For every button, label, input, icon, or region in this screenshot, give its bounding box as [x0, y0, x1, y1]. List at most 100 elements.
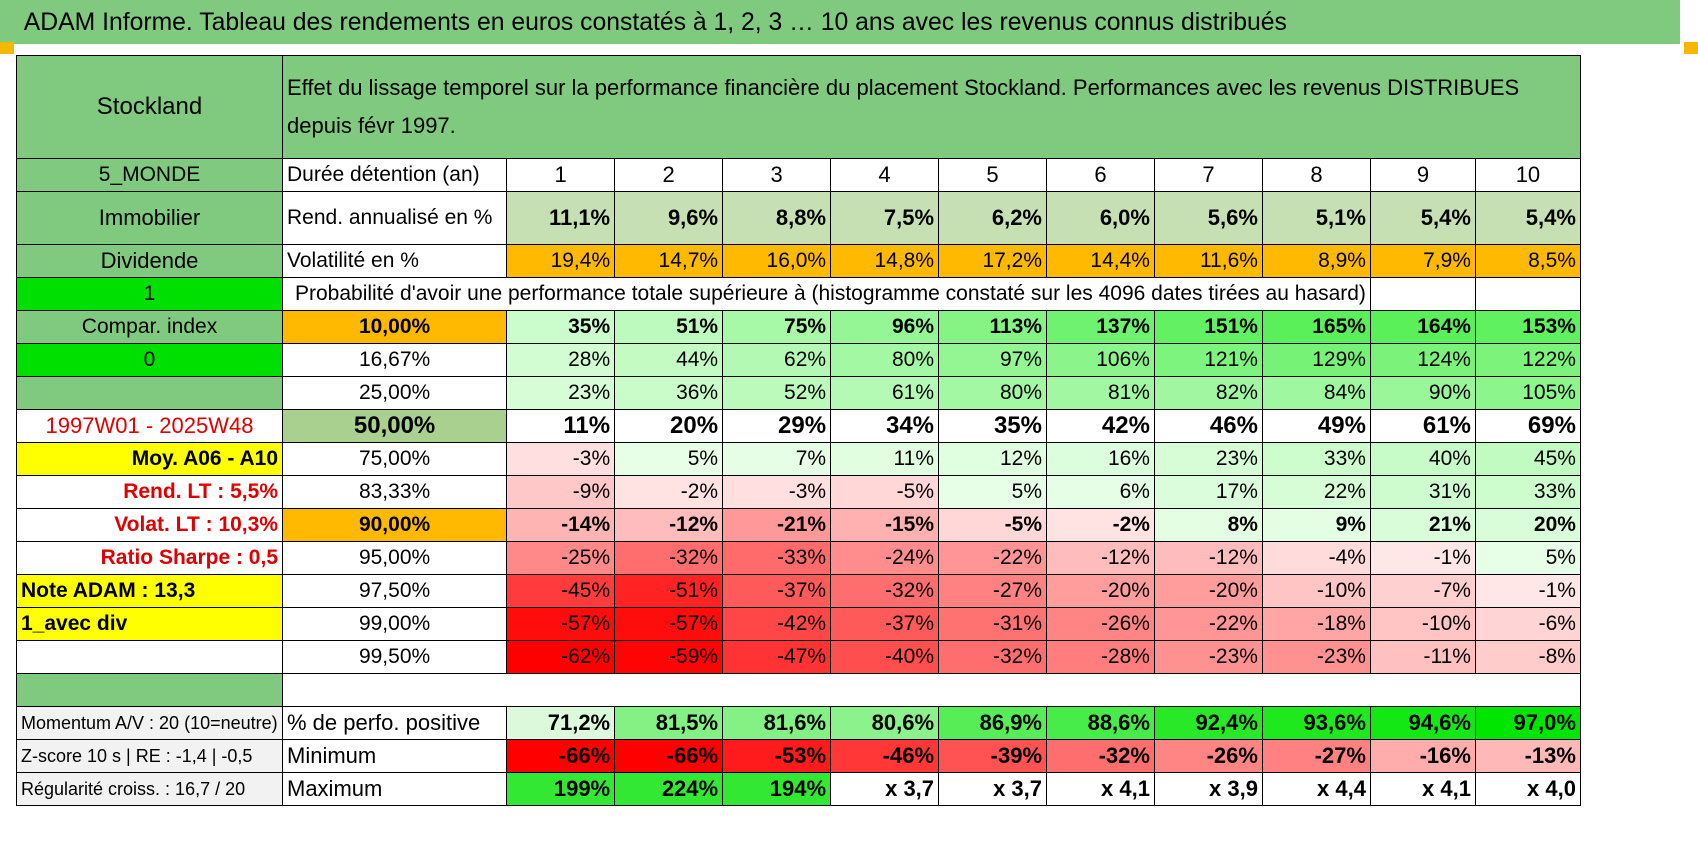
duration-cell: 3 — [722, 158, 832, 192]
stat-side-label: Régularité croiss. : 16,7 / 20 — [16, 772, 283, 806]
rend-cell: 6,2% — [938, 191, 1047, 245]
stat-cell: x 3,9 — [1153, 772, 1263, 806]
quantile-cell: 40% — [1369, 442, 1476, 476]
vol-cell: 14,8% — [830, 244, 940, 278]
stat-cell: -66% — [506, 739, 616, 773]
sharpe-label: Ratio Sharpe : 0,5 — [16, 541, 283, 575]
quantile-cell: -18% — [1261, 607, 1371, 641]
rend-cell: 8,8% — [722, 191, 832, 245]
quantile-cell: 80% — [830, 343, 940, 377]
quantile-cell: 31% — [1369, 475, 1476, 509]
stat-cell: 88,6% — [1046, 706, 1155, 740]
quantile-cell: -12% — [1153, 541, 1263, 575]
quantile-cell: -57% — [506, 607, 616, 641]
quantile-cell: -47% — [722, 640, 832, 674]
quantile-cell: 42% — [1046, 409, 1155, 443]
stat-cell: -26% — [1153, 739, 1263, 773]
stat-cell: x 3,7 — [830, 772, 940, 806]
quantile-cell: -32% — [830, 574, 940, 608]
vol-row: Dividende Volatilité en % 19,4% 14,7% 16,0… — [16, 244, 1581, 278]
stat-cell: -32% — [1046, 739, 1155, 773]
stat-cell: -27% — [1261, 739, 1371, 773]
quantile-cell: -20% — [1046, 574, 1155, 608]
quantile-cell: -1% — [1474, 574, 1581, 608]
quantile-cell: -22% — [1153, 607, 1263, 641]
rend-cell: 11,1% — [506, 191, 616, 245]
quantile-label: 10,00% — [281, 310, 508, 344]
compar-index-label: Compar. index — [16, 310, 283, 344]
quantile-label: 75,00% — [281, 442, 508, 476]
quantile-cell: 122% — [1474, 343, 1581, 377]
durations-label: Durée détention (an) — [281, 158, 508, 192]
quantile-cell: -45% — [506, 574, 616, 608]
corner-marker-right — [1684, 42, 1698, 54]
quantile-cell: -28% — [1046, 640, 1155, 674]
quantile-cell: 84% — [1261, 376, 1371, 410]
vol-cell: 17,2% — [938, 244, 1047, 278]
duration-cell: 1 — [506, 158, 616, 192]
quantile-cell: -11% — [1369, 640, 1476, 674]
quantile-cell: -12% — [1046, 541, 1155, 575]
period-label: 1997W01 - 2025W48 — [16, 409, 283, 443]
quantile-cell: -21% — [722, 508, 832, 542]
flag-zero: 0 — [16, 343, 283, 377]
quantile-cell: -3% — [506, 442, 616, 476]
stat-cell: 86,9% — [938, 706, 1047, 740]
duration-cell: 7 — [1153, 158, 1263, 192]
stat-cell: 92,4% — [1153, 706, 1263, 740]
quantile-cell: -14% — [506, 508, 616, 542]
quantile-cell: 20% — [614, 409, 724, 443]
asset-name: Stockland — [16, 55, 283, 159]
vol-cell: 19,4% — [506, 244, 616, 278]
quantile-cell: -1% — [1369, 541, 1476, 575]
quantile-cell: -23% — [1153, 640, 1263, 674]
quantile-cell: -4% — [1261, 541, 1371, 575]
quantile-cell: -59% — [614, 640, 724, 674]
quantile-cell: -6% — [1474, 607, 1581, 641]
quantile-cell: 11% — [830, 442, 940, 476]
quantile-cell: 46% — [1153, 409, 1263, 443]
quantile-cell: 33% — [1261, 442, 1371, 476]
stat-cell: 71,2% — [506, 706, 616, 740]
quantile-cell: 44% — [614, 343, 724, 377]
quantile-cell: 6% — [1046, 475, 1155, 509]
quantile-cell: 49% — [1261, 409, 1371, 443]
quantile-cell: 21% — [1369, 508, 1476, 542]
quantile-cell: 52% — [722, 376, 832, 410]
header-row: Stockland Effet du lissage temporel sur … — [16, 55, 1581, 159]
quantile-cell: 62% — [722, 343, 832, 377]
quantile-cell: 17% — [1153, 475, 1263, 509]
quantile-cell: 22% — [1261, 475, 1371, 509]
quantile-cell: -5% — [830, 475, 940, 509]
stat-side-label: Momentum A/V : 20 (10=neutre) — [16, 706, 283, 740]
quantile-cell: 113% — [938, 310, 1047, 344]
rend-cell: 9,6% — [614, 191, 724, 245]
quantile-cell: -10% — [1369, 607, 1476, 641]
stat-cell: -53% — [722, 739, 832, 773]
stat-cell: 224% — [614, 772, 724, 806]
quantile-cell: 23% — [506, 376, 616, 410]
quantile-label: 50,00% — [281, 409, 508, 443]
stat-cell: 81,5% — [614, 706, 724, 740]
quantile-cell: -31% — [938, 607, 1047, 641]
stat-cell: 94,6% — [1369, 706, 1476, 740]
stat-cell: x 4,1 — [1369, 772, 1476, 806]
quantile-cell: -7% — [1369, 574, 1476, 608]
stat-cell: x 4,0 — [1474, 772, 1581, 806]
quantile-cell: 75% — [722, 310, 832, 344]
vol-cell: 11,6% — [1153, 244, 1263, 278]
quantile-label: 99,50% — [281, 640, 508, 674]
quantile-cell: -37% — [830, 607, 940, 641]
stat-cell: x 4,4 — [1261, 772, 1371, 806]
rend-cell: 5,4% — [1474, 191, 1581, 245]
quantile-cell: 12% — [938, 442, 1047, 476]
quantile-cell: 90% — [1369, 376, 1476, 410]
vol-label: Volatilité en % — [281, 244, 508, 278]
vol-cell: 14,7% — [614, 244, 724, 278]
quantile-label: 90,00% — [281, 508, 508, 542]
spacer — [282, 673, 1581, 707]
quantile-cell: -24% — [830, 541, 940, 575]
quantile-cell: 121% — [1153, 343, 1263, 377]
quantile-cell: -15% — [830, 508, 940, 542]
quantile-label: 83,33% — [281, 475, 508, 509]
